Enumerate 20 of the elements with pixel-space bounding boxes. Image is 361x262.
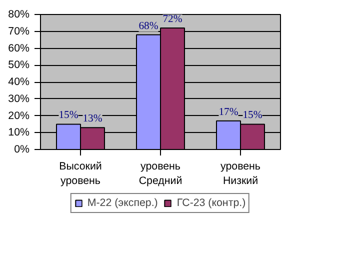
x-tick-label: уровень Низкий: [220, 160, 261, 187]
x-tick-label: Высокий уровень: [59, 160, 102, 187]
data-label: 15%: [242, 110, 262, 122]
data-label: 68%: [138, 20, 158, 32]
y-tick-label: 40%: [8, 76, 30, 88]
y-tick-label: 60%: [8, 42, 30, 54]
y-tick-label: 70%: [8, 25, 30, 38]
data-label: 15%: [58, 110, 78, 122]
legend-label: М-22 (экспер.): [87, 197, 158, 209]
data-label: 72%: [162, 14, 182, 25]
x-tick-label: уровень Средний: [138, 160, 182, 187]
legend-label: ГС-23 (контр.): [176, 197, 246, 209]
y-tick-label: 30%: [8, 92, 30, 105]
data-label: 17%: [218, 106, 238, 118]
y-tick-label: 10%: [8, 126, 30, 139]
y-tick-label: 50%: [8, 59, 30, 72]
data-label: 13%: [82, 114, 102, 125]
y-tick-label: 80%: [8, 8, 30, 20]
y-tick-label: 0%: [14, 144, 30, 156]
y-tick-label: 20%: [8, 110, 30, 122]
